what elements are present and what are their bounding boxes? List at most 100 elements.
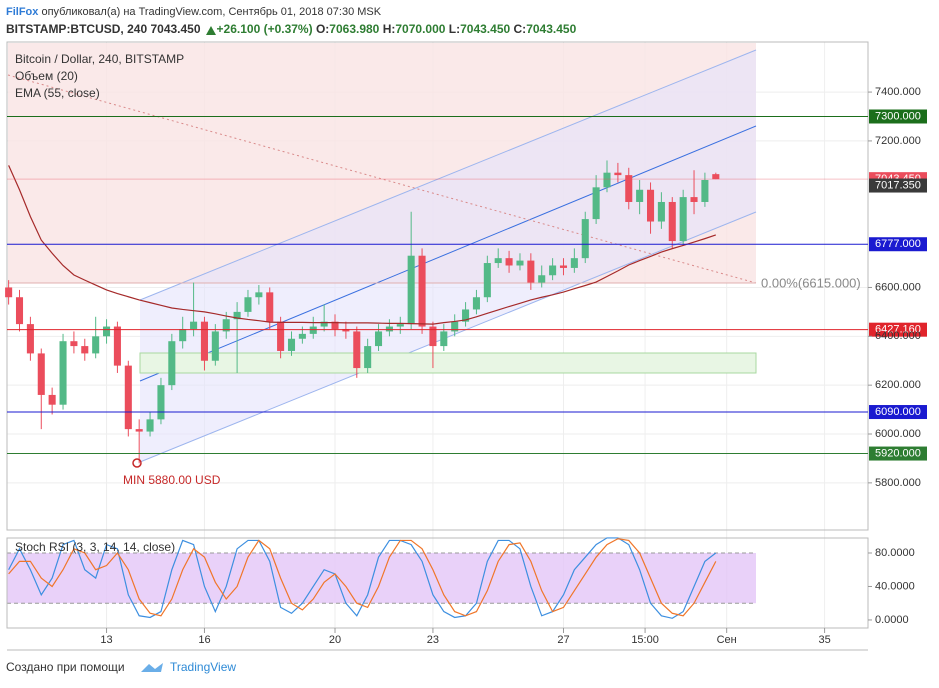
candle-body <box>342 328 350 332</box>
change: +26.100 (+0.37%) <box>217 22 313 36</box>
candle-body <box>581 219 589 259</box>
candle-body <box>124 365 132 430</box>
candle-body <box>298 333 306 339</box>
candle-body <box>309 326 317 334</box>
candle-body <box>559 265 568 268</box>
level-tag <box>869 405 927 420</box>
candle-body <box>103 326 111 337</box>
candle-body <box>429 326 437 347</box>
price-panel <box>6 41 869 531</box>
y-tick-label: 40.0000 <box>875 580 915 592</box>
h-label: H: <box>383 22 396 36</box>
footer-brand[interactable]: TradingView <box>170 660 236 674</box>
candle-body <box>146 419 154 432</box>
candle-body <box>516 260 524 266</box>
l: 7043.450 <box>460 22 510 36</box>
level-tag <box>869 109 927 124</box>
candle-body <box>701 179 709 202</box>
series-line <box>8 538 717 617</box>
price-tag <box>869 178 927 193</box>
candle-body <box>538 275 546 283</box>
fib-line <box>7 74 757 284</box>
candle-body <box>244 297 252 312</box>
candle-body <box>418 255 426 327</box>
candle-body <box>570 258 578 268</box>
candle-body <box>712 174 720 180</box>
candle-body <box>353 331 361 369</box>
level-tag <box>869 237 927 252</box>
x-tick-label: 20 <box>329 634 341 646</box>
candle-body <box>505 258 513 266</box>
published: опубликовал(а) на TradingView.com, Сентя… <box>41 6 381 18</box>
candle-body <box>614 172 622 176</box>
o-label: O: <box>316 22 329 36</box>
y-tick-label: 7200.000 <box>875 135 921 147</box>
level-tag <box>869 322 927 337</box>
y-tick-label: 6000.000 <box>875 428 921 440</box>
candle-body <box>222 319 230 332</box>
candle-body <box>200 321 208 361</box>
quote-line: BITSTAMP:BTCUSD, 240 7043.450 +26.100 (+0… <box>6 22 577 36</box>
candle-body <box>364 346 372 369</box>
footer-text: Создано при помощи <box>6 660 125 674</box>
candle-body <box>320 321 328 327</box>
level-label: 6090.000 <box>875 406 921 418</box>
l-label: L: <box>449 22 460 36</box>
marks: 7300.000 6777.000 6427.160 6090.000 5920.000… <box>5 109 927 619</box>
candle-body <box>374 331 383 347</box>
x-tick-label: 15:00 <box>631 634 659 646</box>
candle-body <box>277 321 285 351</box>
candle-body <box>81 346 89 354</box>
candle-body <box>5 287 13 298</box>
level-label: 6777.000 <box>875 238 921 250</box>
x-tick-label: 13 <box>100 634 112 646</box>
y-tick-label: 6600.000 <box>875 281 921 293</box>
candle-body <box>462 309 470 322</box>
channel-mid <box>139 125 757 382</box>
channel-upper <box>139 49 757 301</box>
ema-legend: EMA (55, close) <box>15 86 100 100</box>
candle-body <box>668 201 676 242</box>
candle-body <box>37 353 45 395</box>
price-label: 7017.350 <box>875 179 921 191</box>
y-tick-label: 5800.000 <box>875 477 921 489</box>
candle-body <box>255 292 263 298</box>
y-tick-label: 6200.000 <box>875 379 921 391</box>
y-tick-label: 6400.000 <box>875 330 921 342</box>
y-tick-label: 7400.000 <box>875 86 921 98</box>
level-tag <box>869 446 927 461</box>
candle-body <box>168 341 176 386</box>
y-tick-label: 80.0000 <box>875 547 915 559</box>
candle-body <box>157 385 165 420</box>
y-tick-label: 0.0000 <box>875 614 909 626</box>
candle-body <box>190 321 198 329</box>
x-tick-label: 16 <box>198 634 210 646</box>
candle-body <box>179 328 187 342</box>
fib-annotation: 0.00%(6615.000) <box>761 275 861 290</box>
candle-body <box>646 189 655 222</box>
author[interactable]: FilFox <box>6 6 39 18</box>
x-tick-label: 27 <box>557 634 569 646</box>
candle-body <box>135 429 143 432</box>
chart-title: Bitcoin / Dollar, 240, BITSTAMP <box>15 52 184 66</box>
level-label: 6427.160 <box>875 324 921 336</box>
candle-body <box>451 321 459 332</box>
last: 7043.450 <box>150 22 200 36</box>
candle-body <box>211 331 219 361</box>
c: 7043.450 <box>526 22 576 36</box>
candle-body <box>233 311 241 320</box>
candle-body <box>59 341 67 405</box>
candle-body <box>70 341 78 347</box>
x-tick-label: 35 <box>818 634 830 646</box>
candle-body <box>92 336 100 354</box>
up-arrow <box>206 26 216 35</box>
channel-lower <box>139 211 757 463</box>
candle-body <box>113 326 121 366</box>
candle-body <box>331 321 339 329</box>
candle-body <box>15 297 24 325</box>
candle-body <box>385 326 393 332</box>
series-line <box>8 165 716 325</box>
min-marker <box>132 458 142 468</box>
candle-body <box>625 175 633 202</box>
